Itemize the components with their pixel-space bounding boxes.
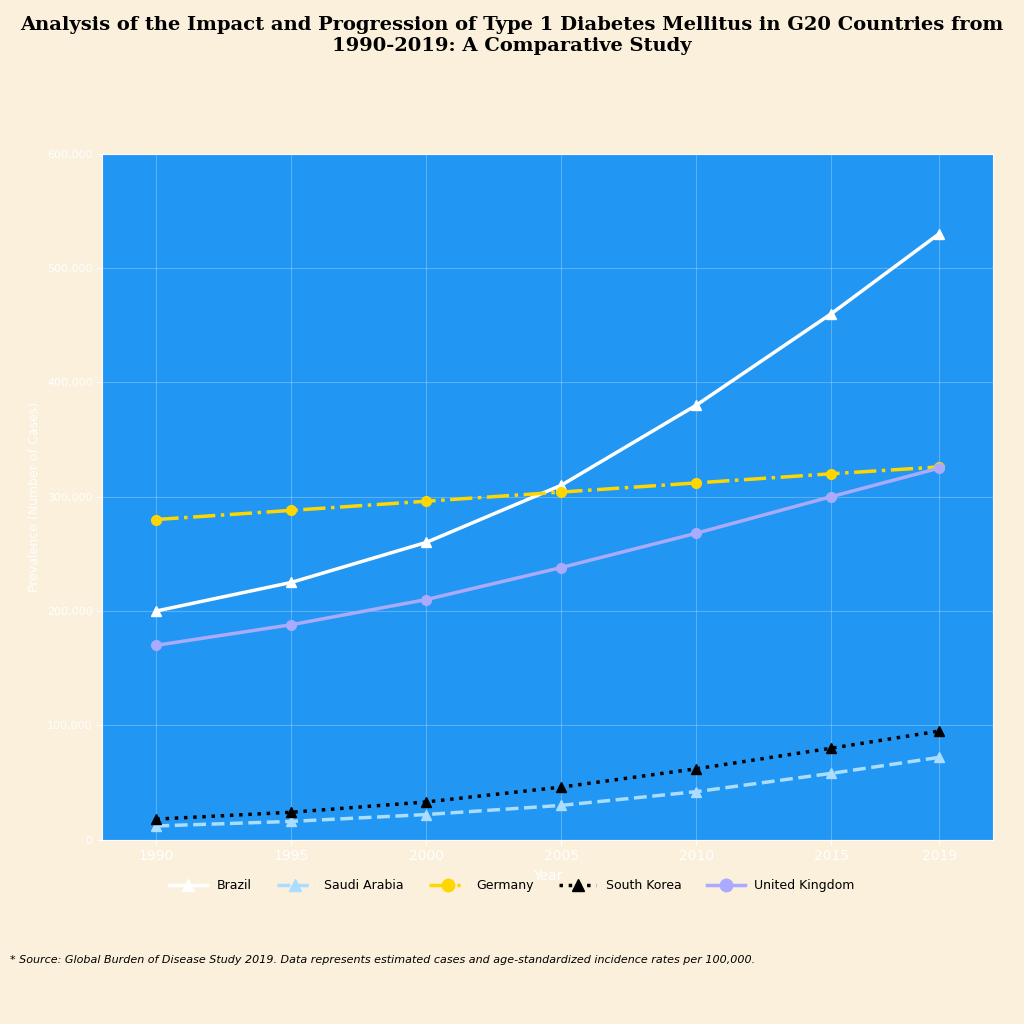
Saudi Arabia xyxy=(151,820,163,833)
Saudi Arabia xyxy=(933,752,945,764)
Line: United Kingdom: United Kingdom xyxy=(152,463,944,650)
Brazil xyxy=(420,537,432,549)
Line: Germany: Germany xyxy=(152,462,944,524)
South Korea xyxy=(690,763,702,775)
Text: Analysis of the Impact and Progression of Type 1 Diabetes Mellitus in G20 Countr: Analysis of the Impact and Progression o… xyxy=(20,16,1004,54)
Saudi Arabia xyxy=(690,785,702,798)
United Kingdom xyxy=(151,639,163,651)
X-axis label: Year: Year xyxy=(534,869,562,883)
Legend: Brazil, Saudi Arabia, Germany, South Korea, United Kingdom: Brazil, Saudi Arabia, Germany, South Kor… xyxy=(164,874,860,897)
Brazil xyxy=(690,399,702,412)
United Kingdom xyxy=(286,618,298,631)
Germany xyxy=(555,486,567,499)
South Korea xyxy=(420,796,432,808)
Brazil xyxy=(933,227,945,240)
United Kingdom xyxy=(690,527,702,540)
South Korea xyxy=(825,742,838,755)
South Korea xyxy=(151,813,163,825)
Brazil xyxy=(555,479,567,492)
United Kingdom xyxy=(933,462,945,474)
Germany xyxy=(825,468,838,480)
Text: * Source: Global Burden of Disease Study 2019. Data represents estimated cases a: * Source: Global Burden of Disease Study… xyxy=(10,954,756,965)
United Kingdom xyxy=(825,490,838,503)
Line: Saudi Arabia: Saudi Arabia xyxy=(152,753,944,830)
Germany xyxy=(151,513,163,525)
Saudi Arabia xyxy=(286,815,298,827)
Germany xyxy=(690,477,702,489)
Saudi Arabia xyxy=(420,808,432,820)
United Kingdom xyxy=(420,593,432,605)
Saudi Arabia xyxy=(555,799,567,811)
Germany xyxy=(420,495,432,507)
Y-axis label: Prevalence (Number of Cases): Prevalence (Number of Cases) xyxy=(29,401,42,592)
South Korea xyxy=(933,725,945,737)
South Korea xyxy=(555,781,567,794)
Brazil xyxy=(825,307,838,319)
Line: South Korea: South Korea xyxy=(152,726,944,824)
Brazil xyxy=(151,605,163,617)
Brazil xyxy=(286,577,298,589)
Saudi Arabia xyxy=(825,767,838,779)
Germany xyxy=(286,504,298,516)
Germany xyxy=(933,461,945,473)
Line: Brazil: Brazil xyxy=(152,228,944,615)
South Korea xyxy=(286,806,298,818)
United Kingdom xyxy=(555,561,567,573)
